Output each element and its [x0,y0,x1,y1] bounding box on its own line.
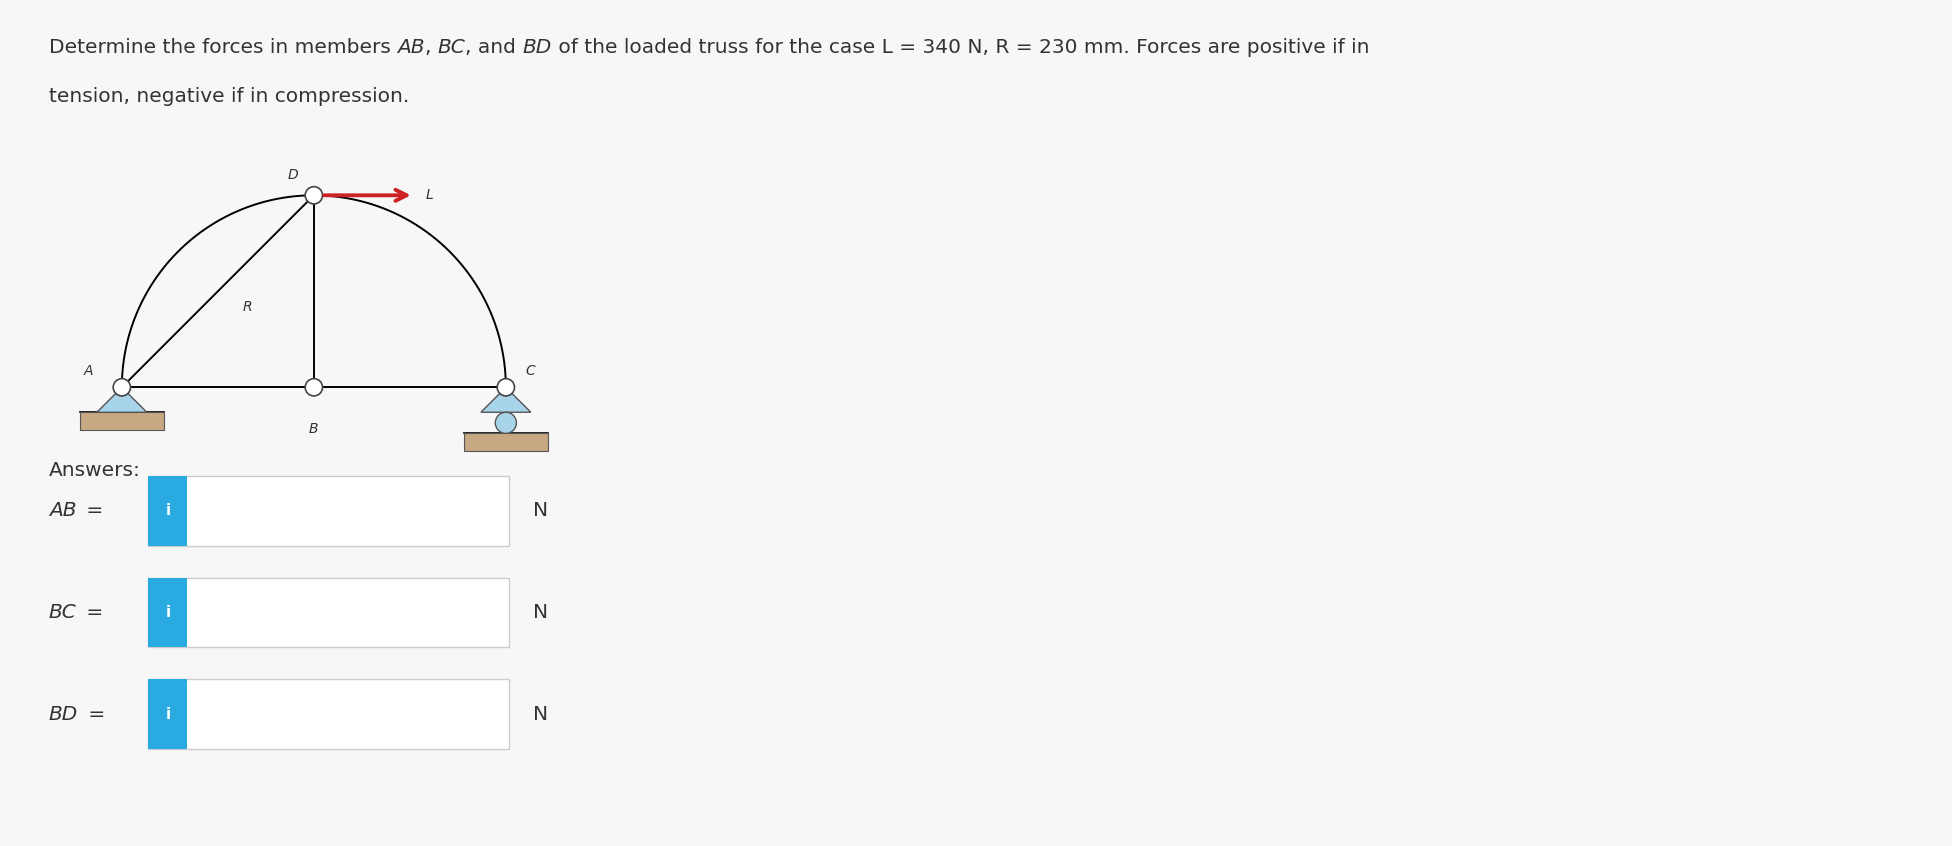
Text: R: R [242,299,252,314]
Text: A: A [84,364,94,377]
Circle shape [498,379,515,396]
Circle shape [113,379,131,396]
Text: B: B [308,422,318,436]
FancyBboxPatch shape [148,578,187,647]
Circle shape [305,379,322,396]
Text: =: = [82,705,105,723]
FancyBboxPatch shape [148,578,509,647]
FancyBboxPatch shape [148,679,509,749]
Text: i: i [166,503,170,519]
Text: AB: AB [396,38,424,57]
Text: =: = [80,502,103,520]
Text: tension, negative if in compression.: tension, negative if in compression. [49,87,410,106]
Text: BD: BD [523,38,552,57]
Bar [465,433,549,451]
FancyBboxPatch shape [148,679,187,749]
Text: C: C [525,364,535,377]
Text: D: D [287,168,299,182]
Text: i: i [166,706,170,722]
FancyBboxPatch shape [148,476,509,546]
Text: of the loaded truss for the case L = 340 N, R = 230 mm. Forces are positive if i: of the loaded truss for the case L = 340… [552,38,1368,57]
Text: BC: BC [437,38,465,57]
Text: N: N [533,502,549,520]
FancyBboxPatch shape [148,476,187,546]
Text: i: i [166,605,170,620]
Text: Determine the forces in members: Determine the forces in members [49,38,396,57]
Text: BC: BC [49,603,76,622]
Text: N: N [533,705,549,723]
Text: N: N [533,603,549,622]
Polygon shape [480,387,531,412]
Text: , and: , and [465,38,523,57]
Text: AB: AB [49,502,76,520]
Text: BD: BD [49,705,78,723]
Text: ,: , [424,38,437,57]
Circle shape [496,412,517,433]
Text: =: = [80,603,103,622]
Bar [80,412,164,430]
Polygon shape [98,387,146,412]
Text: Answers:: Answers: [49,461,141,480]
Text: L: L [426,189,433,202]
Circle shape [305,187,322,204]
